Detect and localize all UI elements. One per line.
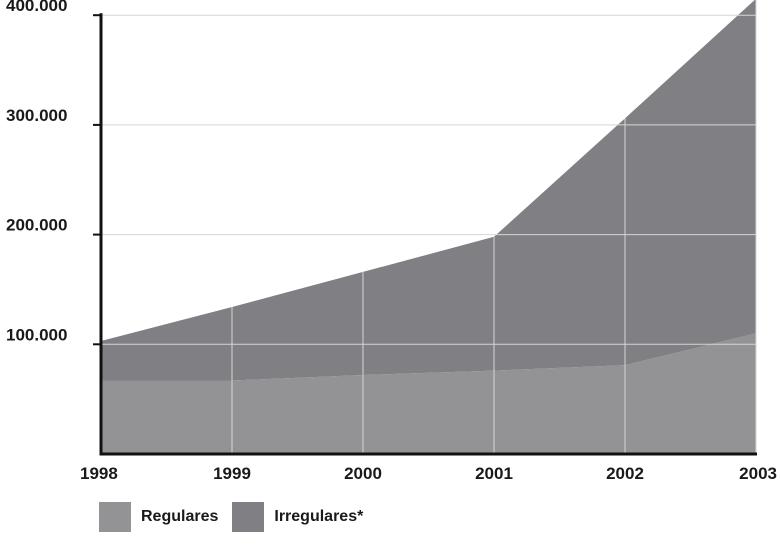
area-series-irregulares [101, 0, 756, 381]
legend-label-regulares: Regulares [141, 508, 219, 525]
x-tick-label-2003: 2003 [739, 464, 777, 483]
area-series-group [101, 0, 756, 454]
y-tick-label-3: 400.000 [6, 0, 67, 15]
x-axis-tick-labels: 1998 1999 2000 2001 2002 2003 [80, 464, 777, 483]
legend-swatch-irregulares [232, 502, 265, 532]
y-tick-label-2: 300.000 [6, 106, 67, 125]
legend-item-irregulares: Irregulares* [232, 502, 363, 532]
legend-label-irregulares: Irregulares* [274, 508, 364, 525]
x-tick-label-1998: 1998 [80, 464, 118, 483]
x-tick-label-1999: 1999 [213, 464, 251, 483]
y-axis-tick-labels: 100.000 200.000 300.000 400.000 [6, 0, 67, 344]
legend-item-regulares: Regulares [99, 502, 218, 532]
axes [93, 13, 757, 456]
legend: Regulares Irregulares* [99, 502, 377, 532]
area-series-regulares [101, 333, 756, 454]
x-tick-label-2000: 2000 [344, 464, 382, 483]
x-tick-label-2001: 2001 [475, 464, 513, 483]
legend-swatch-regulares [99, 502, 131, 532]
gridlines [101, 0, 757, 454]
y-tick-label-0: 100.000 [6, 325, 67, 344]
x-tick-label-2002: 2002 [606, 464, 644, 483]
y-tick-label-1: 200.000 [6, 216, 67, 235]
